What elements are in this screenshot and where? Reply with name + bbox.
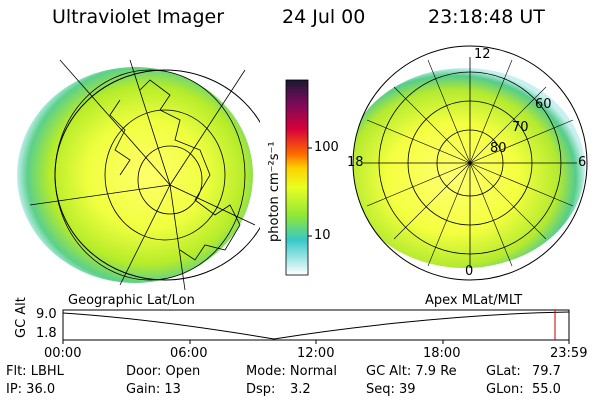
mlat-label-70: 70 <box>512 120 529 135</box>
meridian-line <box>169 69 246 186</box>
glat-label: GLat: <box>486 364 521 379</box>
gain-info: Gain: 13 <box>126 382 181 397</box>
filter-info: Flt: LBHL <box>6 364 64 379</box>
altitude-curve <box>62 311 570 340</box>
timeline-xtick-0000: 00:00 <box>44 346 82 361</box>
gc-alt-info: GC Alt: 7.9 Re <box>366 364 457 379</box>
time-label: 23:18:48 UT <box>428 6 545 28</box>
mlt-label-0: 0 <box>465 264 474 279</box>
timeline-xtick-1200: 12:00 <box>297 346 335 361</box>
meridian-line <box>119 184 171 286</box>
timeline-xtick-1800: 18:00 <box>423 346 461 361</box>
timeline-xtick-0600: 06:00 <box>170 346 208 361</box>
timeline-ylabel: GC Alt <box>14 297 29 338</box>
meridian-line <box>129 59 171 186</box>
meridian-line <box>59 59 171 186</box>
mode-info: Mode: Normal <box>246 364 337 379</box>
mlt-meridian <box>366 119 574 207</box>
glon-label: GLon: <box>486 382 524 397</box>
mlt-label-12: 12 <box>474 47 491 62</box>
geo-emission-area <box>17 67 253 283</box>
colorbar-gradient <box>285 79 309 276</box>
dsp-value: 3.2 <box>290 382 311 397</box>
seq-info: Seq: 39 <box>366 382 416 397</box>
lat-circle <box>54 69 246 281</box>
timeline-ytick-min: 1.8 <box>36 326 57 341</box>
mlat-label-60: 60 <box>535 97 552 112</box>
dsp-label: Dsp: <box>246 382 276 397</box>
mlt-label-6: 6 <box>578 155 587 170</box>
lat-circle <box>104 109 226 241</box>
glat-value: 79.7 <box>532 364 561 379</box>
timeline-xtick-2359: 23:59 <box>550 346 588 361</box>
geographic-caption: Geographic Lat/Lon <box>68 293 195 308</box>
instrument-title: Ultraviolet Imager <box>52 6 225 28</box>
mlat-label-80: 80 <box>490 141 507 156</box>
meridian-line <box>169 184 186 290</box>
lat-circle <box>137 145 203 215</box>
polar-outer-ring <box>352 45 588 281</box>
glon-value: 55.0 <box>532 382 561 397</box>
meridian-line <box>29 184 171 206</box>
apex-caption: Apex MLat/MLT <box>425 293 523 308</box>
ip-info: IP: 36.0 <box>6 382 56 397</box>
coastline <box>139 79 241 261</box>
mlt-label-18: 18 <box>347 155 364 170</box>
timeline-ytick-max: 9.0 <box>36 307 57 322</box>
colorbar-tick-10: 10 <box>314 228 331 243</box>
meridian-line <box>169 184 256 226</box>
coastline <box>109 99 131 176</box>
door-info: Door: Open <box>126 364 201 379</box>
date-label: 24 Jul 00 <box>282 6 366 28</box>
colorbar-tick-100: 100 <box>314 140 339 155</box>
